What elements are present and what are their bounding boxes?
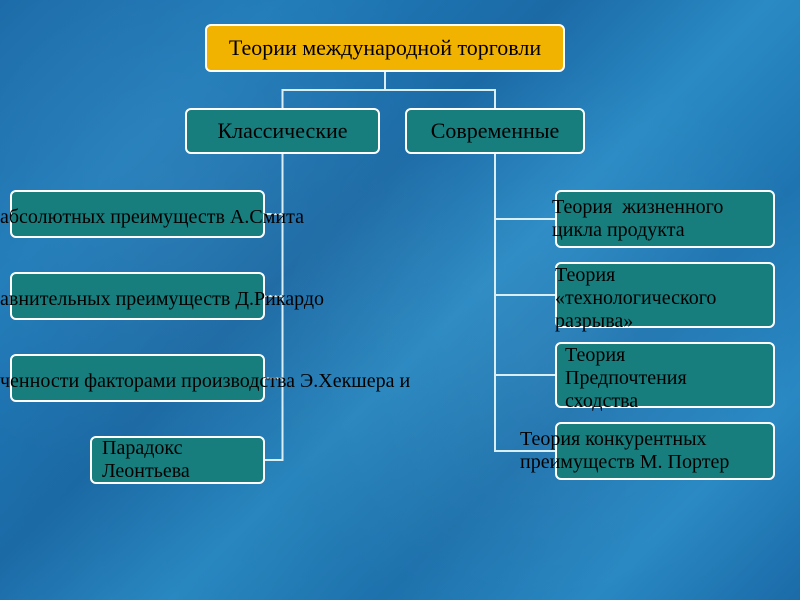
floating-label-0: абсолютных преимуществ А.Смита	[0, 206, 304, 229]
floating-label-2: ченности факторами производства Э.Хекшер…	[0, 370, 410, 393]
branch-modern-label: Современные	[431, 118, 560, 143]
branch-modern: Современные	[405, 108, 585, 154]
floating-label-3: Теория жизненного цикла продукта	[552, 196, 723, 242]
branch-classic-label: Классические	[217, 118, 347, 143]
leaf-c4: Парадокс Леонтьева	[90, 436, 265, 484]
root-node: Теории международной торговли	[205, 24, 565, 72]
floating-label-4: Теория «технологического разрыва»	[555, 264, 716, 333]
leaf-c4-label: Парадокс Леонтьева	[102, 437, 253, 483]
floating-label-6: Теория конкурентных преимуществ М. Порте…	[520, 428, 729, 474]
branch-classic: Классические	[185, 108, 380, 154]
floating-label-5: Теория Предпочтения сходства	[565, 344, 687, 413]
slide-stage: { "canvas": { "width": 800, "height": 60…	[0, 0, 800, 600]
floating-label-1: авнительных преимуществ Д.Рикардо	[0, 288, 324, 311]
root-label: Теории международной торговли	[229, 35, 541, 60]
